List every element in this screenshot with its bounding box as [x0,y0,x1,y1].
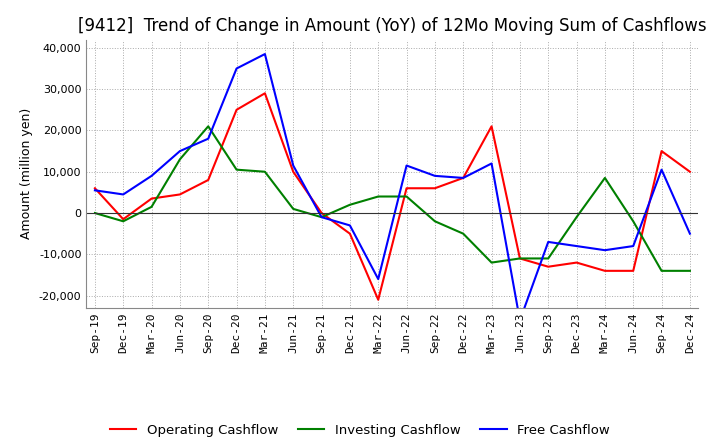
Investing Cashflow [572,215,581,220]
Operating Cashflow [544,264,552,269]
Free Cashflow [148,173,156,179]
Operating Cashflow [148,196,156,201]
Operating Cashflow [318,210,326,216]
Investing Cashflow [204,124,212,129]
Operating Cashflow [233,107,241,113]
Operating Cashflow [346,231,354,236]
Investing Cashflow [374,194,382,199]
Investing Cashflow [459,231,467,236]
Free Cashflow [629,243,637,249]
Line: Free Cashflow: Free Cashflow [95,54,690,320]
Operating Cashflow [629,268,637,274]
Free Cashflow [289,163,297,168]
Free Cashflow [119,192,127,197]
Free Cashflow [346,223,354,228]
Free Cashflow [600,248,609,253]
Free Cashflow [487,161,496,166]
Investing Cashflow [233,167,241,172]
Y-axis label: Amount (million yen): Amount (million yen) [20,108,33,239]
Investing Cashflow [261,169,269,174]
Free Cashflow [91,188,99,193]
Free Cashflow [685,231,694,236]
Title: [9412]  Trend of Change in Amount (YoY) of 12Mo Moving Sum of Cashflows: [9412] Trend of Change in Amount (YoY) o… [78,17,707,35]
Operating Cashflow [374,297,382,302]
Free Cashflow [516,318,524,323]
Investing Cashflow [600,175,609,180]
Investing Cashflow [119,219,127,224]
Investing Cashflow [629,219,637,224]
Operating Cashflow [431,186,439,191]
Free Cashflow [374,276,382,282]
Investing Cashflow [685,268,694,274]
Investing Cashflow [289,206,297,212]
Operating Cashflow [487,124,496,129]
Free Cashflow [431,173,439,179]
Free Cashflow [544,239,552,245]
Operating Cashflow [459,175,467,180]
Investing Cashflow [346,202,354,207]
Operating Cashflow [657,148,666,154]
Operating Cashflow [516,256,524,261]
Investing Cashflow [657,268,666,274]
Free Cashflow [204,136,212,141]
Free Cashflow [261,51,269,57]
Investing Cashflow [402,194,411,199]
Free Cashflow [402,163,411,168]
Operating Cashflow [600,268,609,274]
Investing Cashflow [544,256,552,261]
Investing Cashflow [148,204,156,209]
Legend: Operating Cashflow, Investing Cashflow, Free Cashflow: Operating Cashflow, Investing Cashflow, … [104,418,616,440]
Investing Cashflow [487,260,496,265]
Free Cashflow [657,167,666,172]
Free Cashflow [572,243,581,249]
Free Cashflow [176,148,184,154]
Free Cashflow [233,66,241,71]
Investing Cashflow [176,157,184,162]
Operating Cashflow [119,216,127,222]
Operating Cashflow [289,169,297,174]
Line: Investing Cashflow: Investing Cashflow [95,126,690,271]
Investing Cashflow [431,219,439,224]
Operating Cashflow [402,186,411,191]
Free Cashflow [459,175,467,180]
Operating Cashflow [572,260,581,265]
Operating Cashflow [91,186,99,191]
Investing Cashflow [91,210,99,216]
Free Cashflow [318,215,326,220]
Operating Cashflow [176,192,184,197]
Line: Operating Cashflow: Operating Cashflow [95,93,690,300]
Operating Cashflow [685,169,694,174]
Operating Cashflow [261,91,269,96]
Investing Cashflow [318,215,326,220]
Investing Cashflow [516,256,524,261]
Operating Cashflow [204,177,212,183]
